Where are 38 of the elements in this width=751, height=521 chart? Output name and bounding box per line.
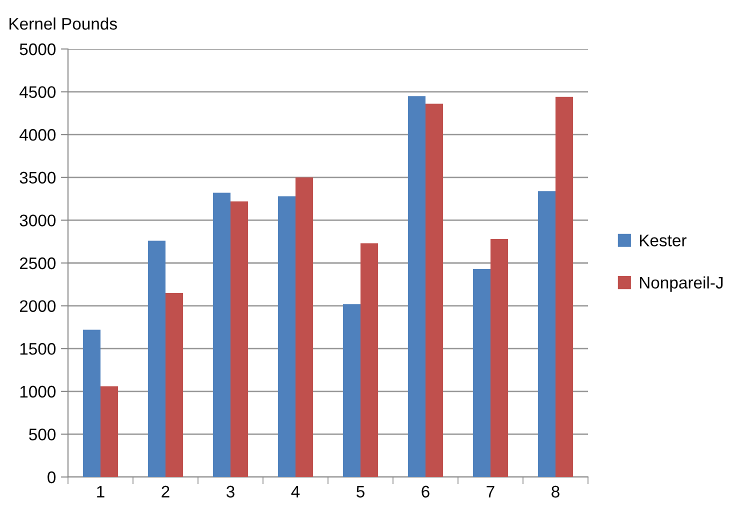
bar: [360, 243, 378, 477]
y-tick-label: 5000: [20, 43, 56, 56]
bar: [100, 386, 118, 477]
x-tick-label: 5: [356, 486, 364, 498]
bar: [556, 96, 574, 477]
y-tick-label: 500: [29, 428, 56, 440]
bar: [296, 177, 314, 477]
y-tick-label: 1500: [20, 343, 56, 355]
bar: [472, 268, 490, 477]
y-tick-label: 3500: [20, 172, 56, 184]
bar: [342, 304, 360, 477]
y-tick-label: 3000: [20, 214, 56, 226]
bar: [408, 96, 426, 477]
bar: [490, 239, 508, 477]
y-tick-label: 2500: [20, 257, 56, 270]
bar: [166, 292, 184, 477]
legend-label: Nonpareil-J: [640, 276, 723, 292]
y-tick-label: 0: [48, 471, 56, 484]
chart-title: Kernel Pounds: [10, 17, 117, 30]
bar: [426, 104, 444, 477]
x-tick-label: 2: [162, 486, 170, 498]
legend-label: Kester: [640, 234, 686, 246]
bar: [212, 192, 230, 477]
bar: [230, 201, 248, 477]
x-tick-label: 1: [97, 486, 104, 498]
y-tick-label: 1000: [20, 386, 56, 398]
bar: [538, 191, 556, 477]
bar: [148, 240, 166, 477]
x-tick-label: 7: [486, 486, 494, 498]
x-tick-label: 3: [226, 486, 234, 498]
y-tick-label: 4000: [20, 129, 56, 141]
x-tick-label: 8: [552, 486, 560, 498]
y-tick-label: 2000: [20, 300, 56, 312]
bar: [278, 196, 296, 477]
x-tick-label: 4: [291, 486, 300, 498]
y-tick-label: 4500: [20, 86, 56, 98]
bar: [82, 330, 100, 477]
x-tick-label: 6: [422, 486, 430, 498]
